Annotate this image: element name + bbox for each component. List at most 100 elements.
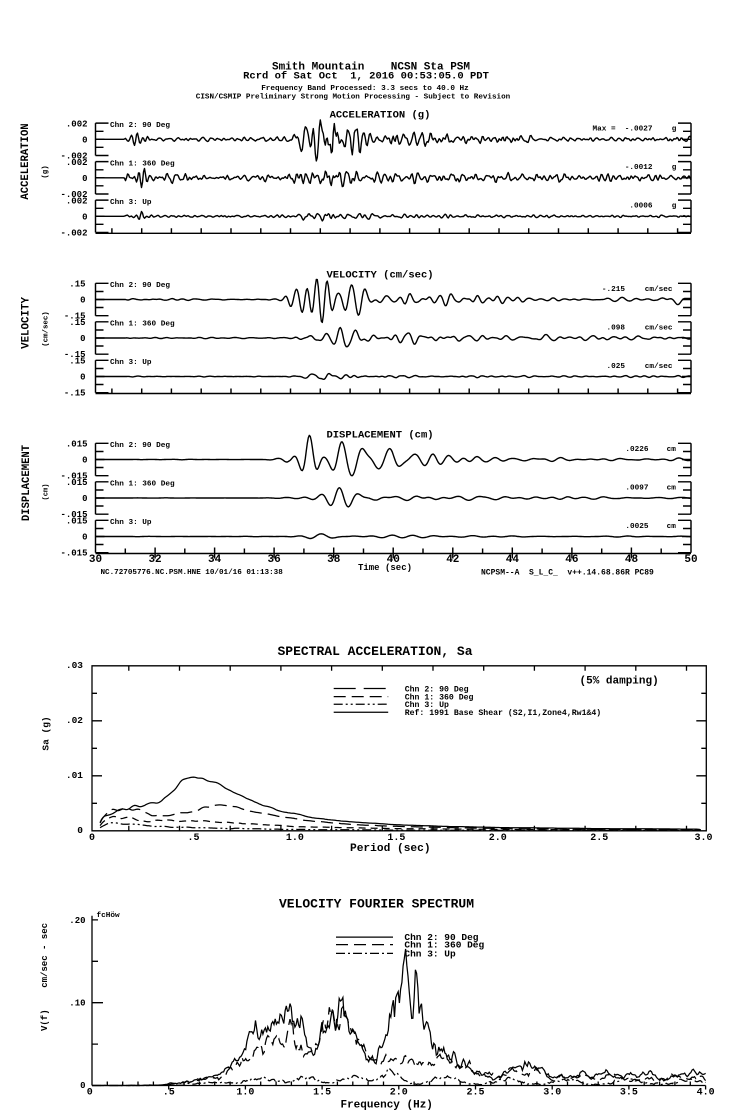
svg-text:Frequency (Hz): Frequency (Hz) xyxy=(340,1100,432,1112)
svg-text:.01: .01 xyxy=(66,770,83,781)
svg-text:0: 0 xyxy=(82,136,87,146)
svg-text:.015: .015 xyxy=(66,517,88,527)
svg-text:g: g xyxy=(672,126,677,134)
svg-text:0: 0 xyxy=(82,213,87,223)
svg-text:Time (sec): Time (sec) xyxy=(358,563,412,573)
svg-text:cm/sec: cm/sec xyxy=(645,363,673,371)
svg-text:1.5: 1.5 xyxy=(313,1088,331,1099)
svg-text:Chn 1: 360 Deg: Chn 1: 360 Deg xyxy=(405,693,474,703)
svg-text:Chn 3: Up: Chn 3: Up xyxy=(110,519,152,527)
svg-text:cm/sec: cm/sec xyxy=(645,286,673,294)
svg-text:(cm): (cm) xyxy=(42,483,50,500)
svg-text:36: 36 xyxy=(268,554,281,566)
svg-text:-.15: -.15 xyxy=(64,350,86,360)
svg-text:44: 44 xyxy=(506,554,520,566)
svg-text:Chn 2: 90 Deg: Chn 2: 90 Deg xyxy=(110,442,170,450)
svg-text:-.15: -.15 xyxy=(64,312,86,322)
svg-text:4.0: 4.0 xyxy=(697,1088,715,1099)
svg-text:3.5: 3.5 xyxy=(620,1088,638,1099)
svg-text:(g): (g) xyxy=(42,165,50,178)
svg-text:cm: cm xyxy=(667,446,677,454)
svg-text:.20: .20 xyxy=(69,916,85,926)
svg-text:Chn 1: 360 Deg: Chn 1: 360 Deg xyxy=(110,481,175,489)
svg-text:-.015: -.015 xyxy=(60,549,87,559)
svg-text:NCPSM--A S_L_C_ v++.14.68.86: NCPSM--A S_L_C_ v++.14.68.86R PC89 xyxy=(481,569,654,578)
svg-text:Frequency Band Processed: 3.3: Frequency Band Processed: 3.3 secs to 40… xyxy=(261,85,469,93)
svg-text:cm: cm xyxy=(667,484,677,492)
svg-text:ACCELERATION: ACCELERATION xyxy=(20,123,32,199)
svg-text:-.015: -.015 xyxy=(60,510,87,520)
svg-text:34: 34 xyxy=(208,554,222,566)
svg-text:V(f) cm/sec - sec: V(f) cm/sec - sec xyxy=(40,923,50,1031)
svg-text:0: 0 xyxy=(80,296,85,306)
svg-text:.015: .015 xyxy=(66,440,88,450)
svg-text:Max = -.0027: Max = -.0027 xyxy=(593,126,653,134)
svg-text:.03: .03 xyxy=(66,660,83,671)
svg-text:-.002: -.002 xyxy=(60,229,87,239)
svg-text:Smith Mountain NCSN Sta PSM: Smith Mountain NCSN Sta PSM xyxy=(272,62,470,74)
svg-text:.10: .10 xyxy=(69,999,85,1009)
svg-text:3.0: 3.0 xyxy=(694,833,712,844)
svg-text:42: 42 xyxy=(446,554,459,566)
svg-text:SPECTRAL ACCELERATION, Sa: SPECTRAL ACCELERATION, Sa xyxy=(277,644,472,659)
svg-text:-.002: -.002 xyxy=(60,152,87,162)
svg-text:.0226: .0226 xyxy=(625,446,648,454)
svg-text:-.015: -.015 xyxy=(60,472,87,482)
svg-text:Chn 3: Up: Chn 3: Up xyxy=(110,199,152,207)
svg-text:2.5: 2.5 xyxy=(466,1088,484,1099)
svg-text:.5: .5 xyxy=(187,833,199,844)
svg-text:.0097: .0097 xyxy=(625,484,648,492)
svg-text:.002: .002 xyxy=(66,197,88,207)
svg-text:.15: .15 xyxy=(69,280,85,290)
svg-text:Chn 2: 90 Deg: Chn 2: 90 Deg xyxy=(110,122,170,130)
svg-text:0: 0 xyxy=(77,825,83,836)
svg-text:Chn 1: 360 Deg: Chn 1: 360 Deg xyxy=(110,161,175,169)
svg-text:0: 0 xyxy=(82,174,87,184)
svg-text:32: 32 xyxy=(148,554,161,566)
svg-text:.0025: .0025 xyxy=(625,523,648,531)
svg-text:VELOCITY: VELOCITY xyxy=(20,297,32,349)
svg-text:3.0: 3.0 xyxy=(543,1088,561,1099)
svg-text:40: 40 xyxy=(387,554,400,566)
svg-text:Period (sec): Period (sec) xyxy=(350,843,431,855)
svg-text:2.0: 2.0 xyxy=(489,833,507,844)
svg-text:-.215: -.215 xyxy=(602,286,625,294)
svg-text:VELOCITY (cm/sec): VELOCITY (cm/sec) xyxy=(326,270,433,282)
svg-text:0: 0 xyxy=(82,494,87,504)
svg-text:0: 0 xyxy=(87,1088,93,1099)
svg-text:Chn 3: Up: Chn 3: Up xyxy=(404,948,456,959)
svg-text:Rcrd of Sat Oct 1, 2016 00:53: Rcrd of Sat Oct 1, 2016 00:53:05.0 PDT xyxy=(243,71,489,83)
svg-text:.002: .002 xyxy=(66,158,88,168)
svg-text:g: g xyxy=(672,203,677,211)
svg-text:cm: cm xyxy=(667,523,677,531)
svg-text:Ref: 1991 Base Shear (S2,I1,Zo: Ref: 1991 Base Shear (S2,I1,Zone4,Rw1&4) xyxy=(405,708,602,718)
svg-text:cm/sec: cm/sec xyxy=(645,324,673,332)
svg-text:fcHöw: fcHöw xyxy=(97,912,120,920)
svg-text:Chn 1: 360 Deg: Chn 1: 360 Deg xyxy=(110,321,175,329)
svg-text:NC.72705776.NC.PSM.HNE 10/01/1: NC.72705776.NC.PSM.HNE 10/01/16 01:13:38 xyxy=(101,569,284,577)
svg-text:0: 0 xyxy=(82,533,87,543)
svg-text:30: 30 xyxy=(89,554,102,566)
svg-text:2.5: 2.5 xyxy=(590,833,608,844)
svg-text:48: 48 xyxy=(625,554,639,566)
svg-text:.002: .002 xyxy=(66,120,88,130)
svg-text:Chn 2: 90 Deg: Chn 2: 90 Deg xyxy=(404,932,478,943)
svg-text:0: 0 xyxy=(89,833,95,844)
svg-text:(cm/sec): (cm/sec) xyxy=(43,311,51,346)
svg-text:CISN/CSMIP Preliminary Strong: CISN/CSMIP Preliminary Strong Motion Pro… xyxy=(196,94,511,102)
svg-text:.0006: .0006 xyxy=(629,203,652,211)
svg-text:.15: .15 xyxy=(69,357,85,367)
svg-text:1.0: 1.0 xyxy=(236,1088,254,1099)
svg-text:.098: .098 xyxy=(607,324,626,332)
svg-text:.15: .15 xyxy=(69,318,85,328)
svg-text:Chn 3: Up: Chn 3: Up xyxy=(405,700,449,710)
svg-text:0: 0 xyxy=(82,456,87,466)
svg-text:VELOCITY FOURIER SPECTRUM: VELOCITY FOURIER SPECTRUM xyxy=(279,897,474,912)
svg-text:0: 0 xyxy=(80,373,85,383)
svg-text:-.002: -.002 xyxy=(60,190,87,200)
svg-text:1.5: 1.5 xyxy=(387,833,405,844)
svg-text:Chn 2: 90 Deg: Chn 2: 90 Deg xyxy=(405,684,469,694)
svg-text:.5: .5 xyxy=(163,1088,175,1099)
svg-text:DISPLACEMENT (cm): DISPLACEMENT (cm) xyxy=(326,430,433,442)
svg-text:DISPLACEMENT: DISPLACEMENT xyxy=(21,444,33,521)
